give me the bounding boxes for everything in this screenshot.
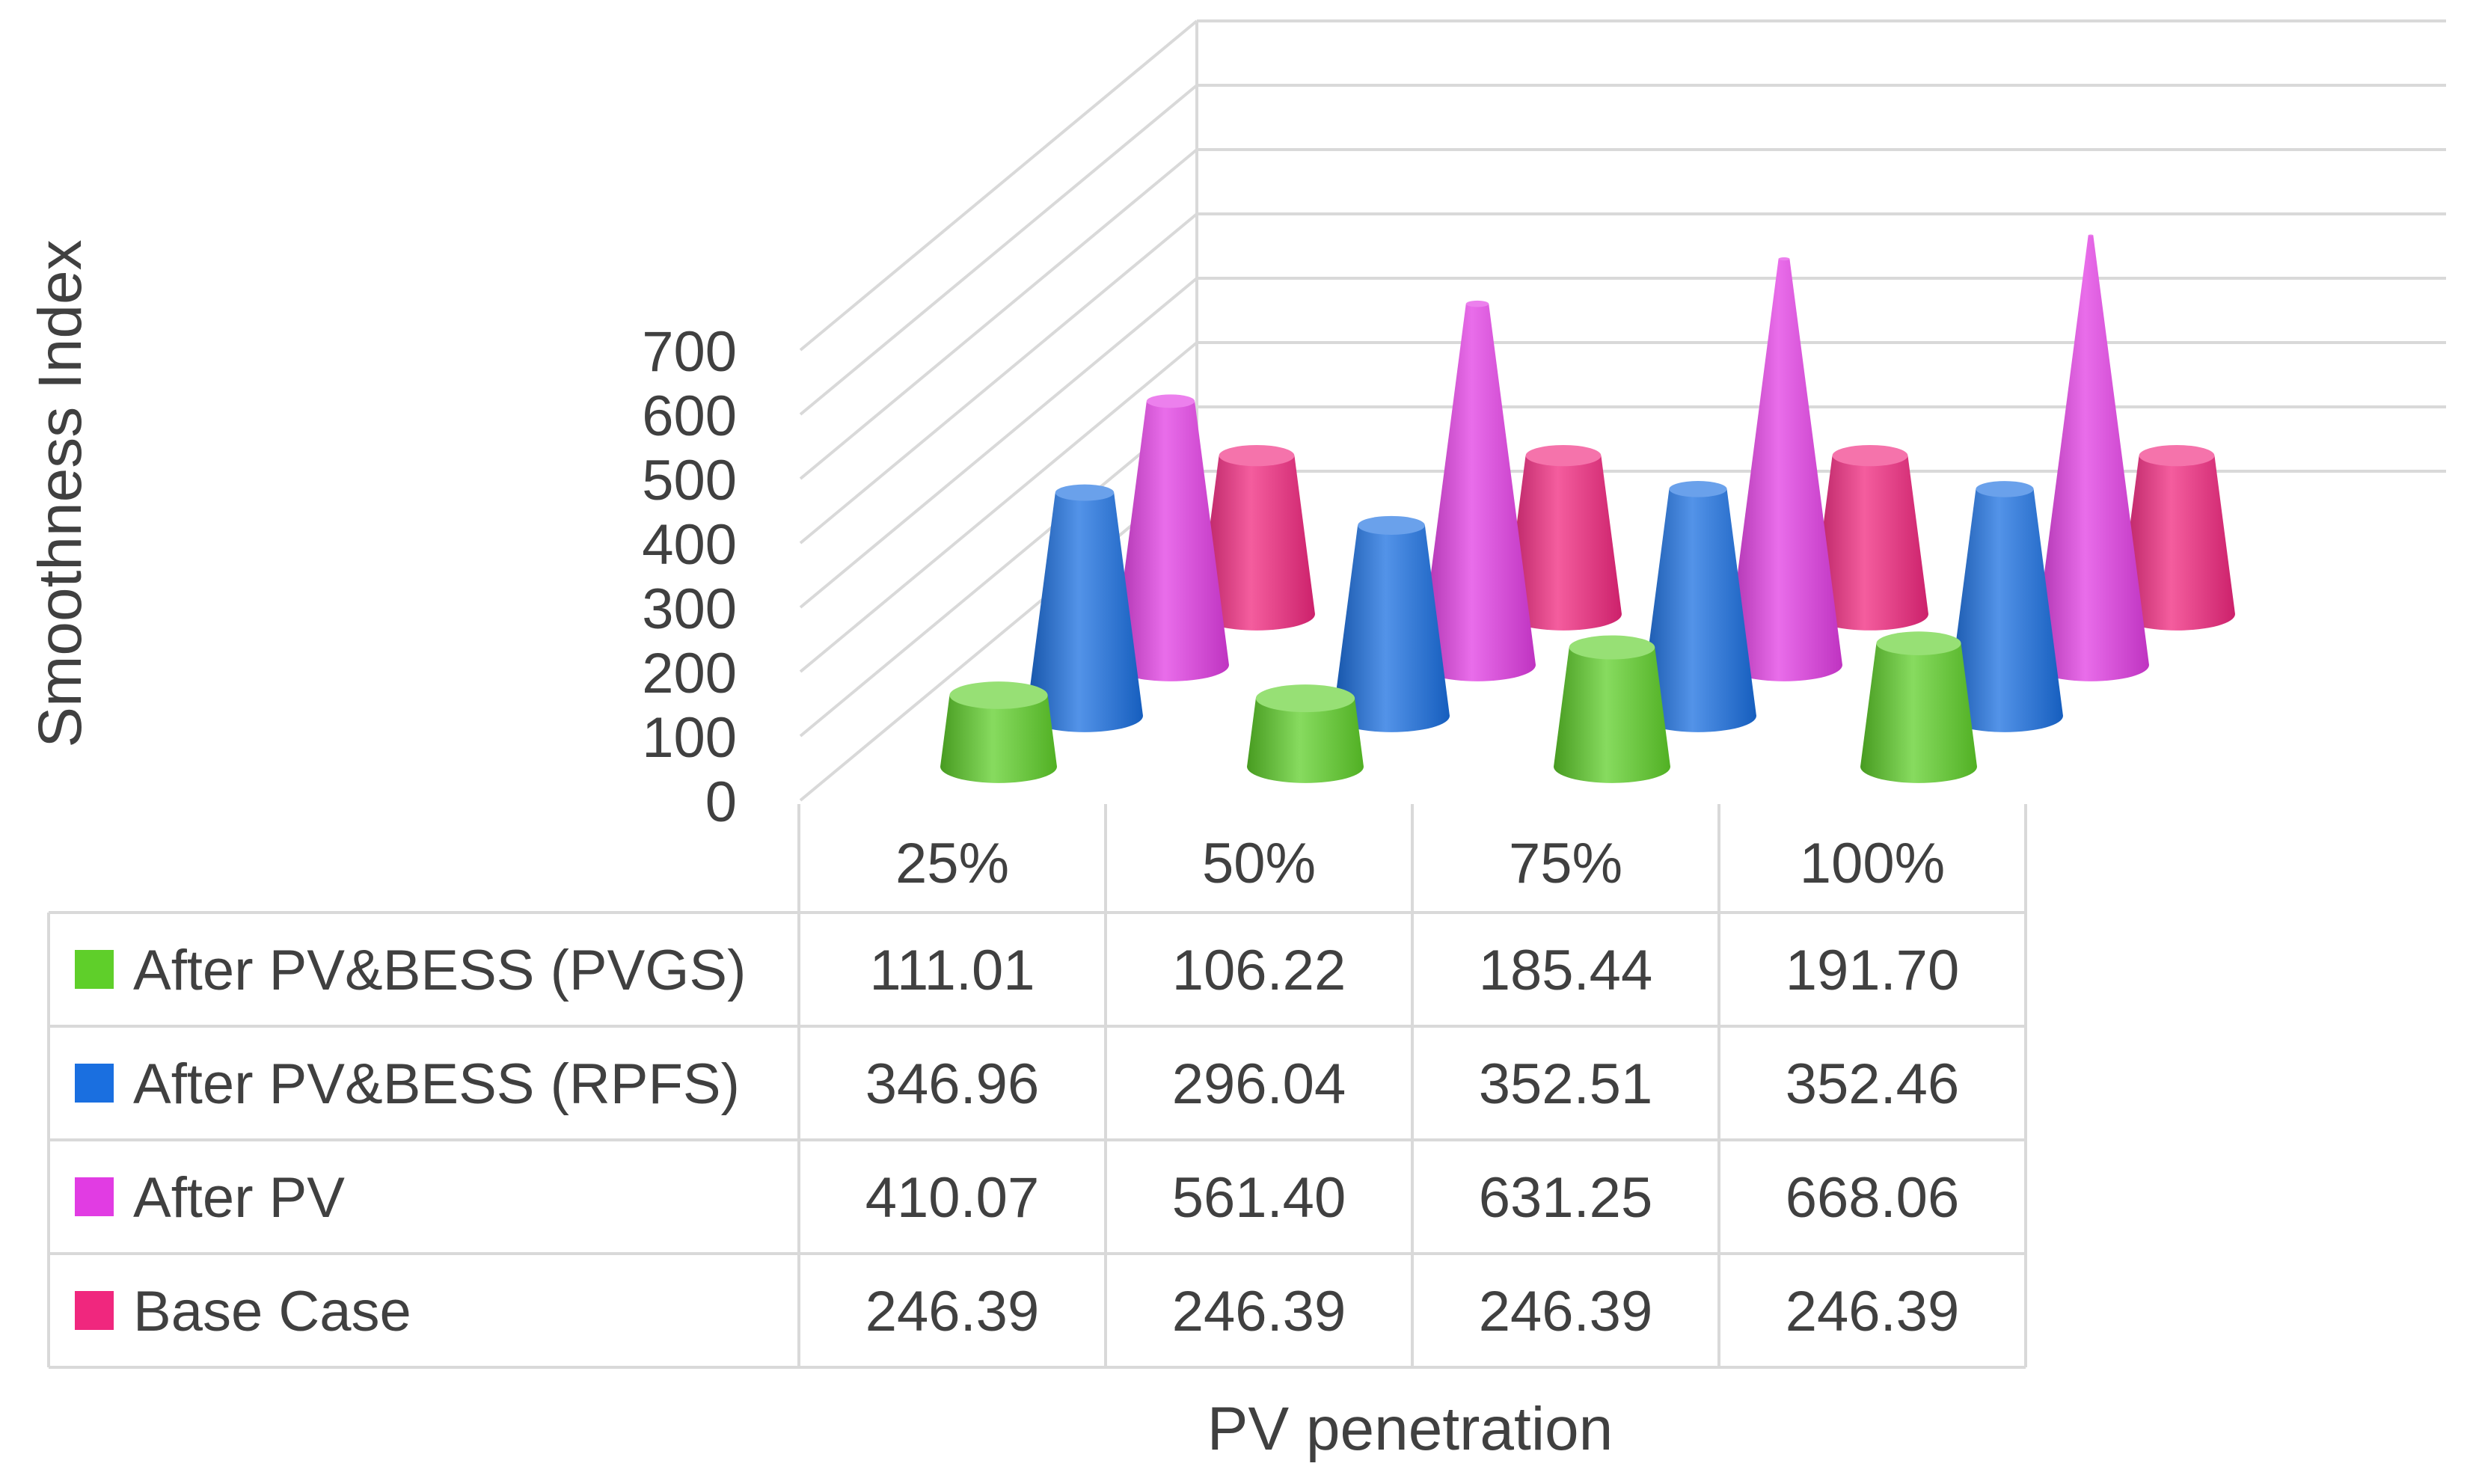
data-label: 246.39	[1479, 1280, 1652, 1343]
data-label: 106.22	[1172, 939, 1346, 1002]
cone-2-2	[1333, 515, 1450, 732]
cone-2-1	[1026, 484, 1143, 732]
gridline-diagonal	[799, 148, 1198, 480]
y-tick-label: 600	[642, 384, 737, 448]
data-label: 246.39	[865, 1280, 1039, 1343]
data-label: 346.96	[865, 1052, 1039, 1116]
data-label: 185.44	[1479, 939, 1652, 1002]
y-axis-label: Smoothness Index	[26, 239, 94, 747]
cone-1-2	[1247, 684, 1364, 783]
cone-4-3	[1812, 444, 1928, 631]
data-label: 352.46	[1786, 1052, 1959, 1116]
cone-1-3	[1554, 635, 1670, 783]
data-label: 410.07	[865, 1166, 1039, 1230]
gridline-diagonal	[799, 277, 1198, 609]
gridline-diagonal	[799, 84, 1198, 416]
y-tick-label: 0	[705, 770, 737, 834]
cone-3-3	[1726, 257, 1842, 681]
data-table: 25% 50% 75% 100% After PV&BESS (PVGS) 111.01 1…	[47, 804, 2027, 1369]
cone-1-1	[940, 681, 1057, 783]
data-label: 631.25	[1479, 1166, 1652, 1230]
y-tick-label: 300	[642, 577, 737, 641]
gridline-diagonal	[799, 405, 1198, 738]
x-tick-label: 25%	[895, 832, 1009, 895]
gridlines	[799, 19, 2446, 802]
y-tick-label: 500	[642, 449, 737, 512]
x-tick-label: 50%	[1202, 832, 1316, 895]
data-label: 111.01	[869, 939, 1035, 1002]
data-label: 191.70	[1786, 939, 1959, 1002]
x-tick-label: 100%	[1800, 832, 1945, 895]
data-label: 246.39	[1172, 1280, 1346, 1343]
gridline-diagonal	[799, 212, 1198, 545]
x-axis-label: PV penetration	[1207, 1395, 1613, 1463]
legend-swatch	[75, 1177, 114, 1216]
legend-swatch	[75, 950, 114, 989]
x-tick-label: 75%	[1509, 832, 1622, 895]
legend-label: After PV	[133, 1166, 345, 1230]
cone-2-3	[1640, 481, 1756, 732]
data-label: 561.40	[1172, 1166, 1346, 1230]
cone-1-4	[1860, 631, 1977, 783]
legend-label: Base Case	[133, 1280, 411, 1343]
cone-4-2	[1505, 444, 1622, 631]
cone-2-4	[1946, 481, 2063, 732]
cone-3-2	[1419, 300, 1536, 681]
cone-4-4	[2118, 444, 2235, 631]
legend-swatch	[75, 1064, 114, 1103]
y-tick-label: 400	[642, 513, 737, 577]
data-label: 296.04	[1172, 1052, 1346, 1116]
data-label: 352.51	[1479, 1052, 1652, 1116]
y-tick-label: 200	[642, 642, 737, 705]
legend-swatch	[75, 1291, 114, 1330]
cone-3-4	[2032, 234, 2149, 681]
cone-4-1	[1198, 444, 1315, 631]
y-tick-label: 100	[642, 706, 737, 770]
cone-3-1	[1112, 394, 1229, 681]
y-tick-label: 700	[642, 320, 737, 384]
gridline-diagonal	[799, 341, 1198, 673]
cone-series	[940, 234, 2235, 783]
data-label: 668.06	[1786, 1166, 1959, 1230]
legend-label: After PV&BESS (RPFS)	[133, 1052, 740, 1116]
legend-label: After PV&BESS (PVGS)	[133, 939, 746, 1002]
gridline-diagonal	[799, 19, 1198, 352]
data-label: 246.39	[1786, 1280, 1959, 1343]
